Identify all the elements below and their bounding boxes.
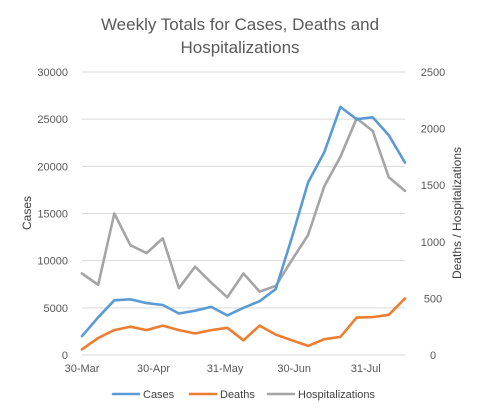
series-line-deaths xyxy=(80,297,407,351)
x-tick-label: 31-May xyxy=(207,363,244,375)
chart-title-line-1: Weekly Totals for Cases, Deaths and xyxy=(101,15,379,34)
tick-labels: 0 5000 10000 15000 20000 25000 30000 0 500 1000 15… xyxy=(37,67,445,375)
y-right-tick-label: 500 xyxy=(424,293,442,305)
y-left-tick-label: 20000 xyxy=(37,161,68,173)
y-right-tick-label: 0 xyxy=(430,350,436,362)
y-left-tick-label: 5000 xyxy=(44,303,68,315)
legend-label-deaths: Deaths xyxy=(220,389,255,401)
gridlines xyxy=(82,71,405,309)
y-left-tick-label: 15000 xyxy=(37,209,68,221)
y-left-tick-label: 0 xyxy=(62,350,68,362)
legend-label-hospitalizations: Hospitalizations xyxy=(298,389,376,401)
chart-title-line-2: Hospitalizations xyxy=(180,38,299,57)
x-tick-label: 31-Jul xyxy=(351,363,381,375)
series-line-hospitalizations xyxy=(80,117,407,299)
y-right-tick-label: 2500 xyxy=(421,67,445,79)
y-right-tick-label: 1500 xyxy=(421,180,445,192)
y-axis-left-title: Cases xyxy=(20,196,34,230)
series-lines xyxy=(80,105,407,351)
series-line-cases xyxy=(80,105,407,338)
y-right-tick-label: 1000 xyxy=(421,237,445,249)
y-left-tick-label: 10000 xyxy=(37,256,68,268)
legend-label-cases: Cases xyxy=(143,389,175,401)
y-left-tick-label: 30000 xyxy=(37,67,68,79)
y-axis-right-title: Deaths / Hospitalizations xyxy=(450,147,464,279)
x-tick-label: 30-Jun xyxy=(277,363,311,375)
y-right-tick-label: 2000 xyxy=(421,124,445,136)
x-tick-label: 30-Mar xyxy=(65,363,100,375)
legend: Cases Deaths Hospitalizations xyxy=(111,389,376,401)
y-left-tick-label: 25000 xyxy=(37,114,68,126)
x-tick-label: 30-Apr xyxy=(137,363,170,375)
